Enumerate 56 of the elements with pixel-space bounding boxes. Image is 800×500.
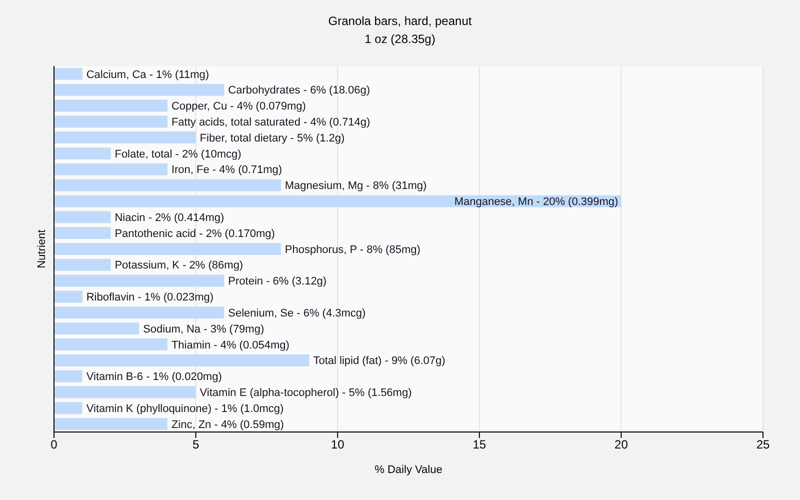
- y-tick-label: Zinc, Zn - 4% (0.59mg): [171, 418, 284, 431]
- bar: [54, 211, 111, 224]
- y-axis-title: Nutrient: [35, 228, 49, 270]
- y-tick-label: Thiamin - 4% (0.054mg): [171, 339, 290, 352]
- x-tick-label: 0: [50, 438, 58, 452]
- y-tick-label: Vitamin B-6 - 1% (0.020mg): [86, 371, 222, 384]
- y-tick-label: Calcium, Ca - 1% (11mg): [86, 68, 210, 81]
- y-tick-label: Carbohydrates - 6% (18.06g): [228, 84, 370, 97]
- bar: [54, 179, 281, 192]
- bar: [54, 338, 168, 350]
- x-tick-label: 10: [330, 438, 345, 452]
- y-tick-label: Selenium, Se - 6% (4.3mcg): [228, 307, 366, 320]
- y-tick-label: Copper, Cu - 4% (0.079mg): [171, 100, 306, 113]
- bar: [54, 274, 224, 287]
- y-tick-label: Phosphorus, P - 8% (85mg): [284, 244, 420, 256]
- y-tick-label: Riboflavin - 1% (0.023mg): [86, 292, 214, 304]
- x-axis-title: % Daily Value: [374, 464, 444, 476]
- y-tick-label: Sodium, Na - 3% (79mg): [143, 323, 264, 336]
- bar: [54, 258, 111, 271]
- bar: [54, 147, 111, 160]
- x-tick-label: 25: [756, 438, 770, 452]
- y-tick-label: Protein - 6% (3.12g): [228, 276, 327, 288]
- y-tick-label: Fiber, total dietary - 5% (1.2g): [200, 132, 345, 144]
- bar: [54, 132, 196, 144]
- y-tick-label: Total lipid (fat) - 9% (6.07g): [313, 355, 446, 368]
- bar: [54, 322, 140, 335]
- y-tick-label: Magnesium, Mg - 8% (31mg): [284, 180, 427, 192]
- x-tick-label: 5: [192, 438, 200, 452]
- bar: [54, 290, 82, 303]
- y-tick-label: Niacin - 2% (0.414mg): [114, 212, 224, 224]
- bar: [54, 84, 224, 96]
- y-tick-label: Folate, total - 2% (10mcg): [114, 148, 242, 160]
- y-tick-label: Pantothenic acid - 2% (0.170mg): [114, 228, 275, 240]
- bar: [54, 68, 82, 80]
- bar: [54, 402, 82, 414]
- bar: [54, 195, 622, 208]
- bar: [54, 354, 310, 366]
- bar: [54, 306, 224, 319]
- bar: [54, 370, 82, 382]
- x-tick-label: 15: [472, 438, 486, 452]
- y-tick-label: Vitamin K (phylloquinone) - 1% (1.0mcg): [86, 402, 284, 415]
- chart-subtitle: 1 oz (28.35g): [364, 32, 436, 46]
- bar: [54, 418, 168, 430]
- bar: [54, 227, 111, 240]
- chart-title: Granola bars, hard, peanut: [327, 14, 473, 28]
- bar: [54, 242, 281, 255]
- bar: [54, 163, 168, 176]
- y-tick-label: Manganese, Mn - 20% (0.399mg): [454, 196, 618, 208]
- bar: [54, 386, 196, 398]
- y-tick-label: Iron, Fe - 4% (0.71mg): [171, 164, 282, 176]
- x-tick-label: 20: [614, 438, 628, 452]
- bar: [54, 100, 168, 112]
- y-tick-label: Vitamin E (alpha-tocopherol) - 5% (1.56mg): [200, 387, 412, 400]
- y-tick-label: Potassium, K - 2% (86mg): [114, 260, 244, 272]
- y-tick-label: Fatty acids, total saturated - 4% (0.714g): [171, 116, 370, 128]
- bar: [54, 116, 168, 128]
